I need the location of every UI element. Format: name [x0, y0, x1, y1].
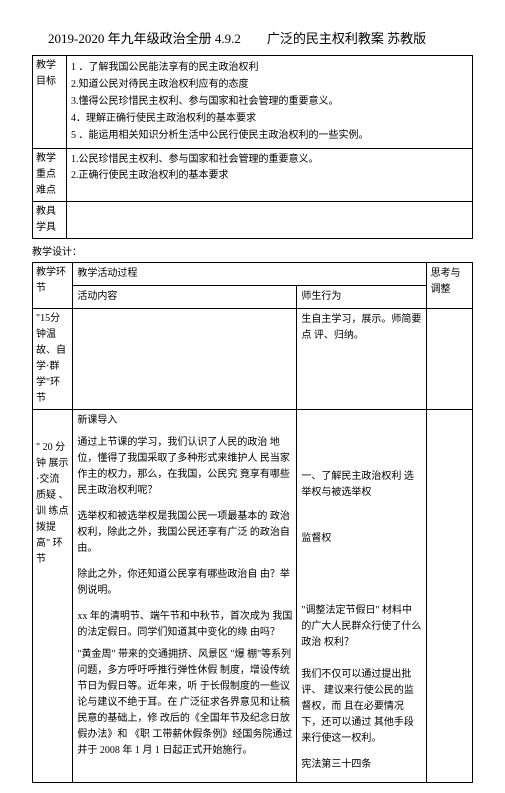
stage2-label: " 20 分钟 展示·交流 质疑 、训 练点拨提 高" 环节: [33, 410, 73, 783]
intro-p5a: xx 年的清明节、端午节和中秋节，首次成为 我国的法定假日。同学们知道其中变化的…: [77, 609, 292, 641]
goal-2: 2.知道公民对待民主政治权利应有的态度: [71, 77, 468, 93]
stage1-behavior: 生自主学习，展示。师简要点 评、归纳。: [297, 309, 426, 410]
intro-p3: 选举权和被选举权是我国公民一项最基本的 政治权利，除此之外，我国公民还享有广泛 …: [77, 509, 292, 557]
focus-2: 2.正确行使民主政治权利的基本要求: [71, 168, 468, 184]
design-label: 教学设计：: [32, 241, 473, 260]
goal-1: 1 ．了解我国公民能法享有的民主政治权利: [71, 60, 468, 76]
intro-p4: 除此之外，你还知道公民享有哪些政治自 由？举例说明。: [77, 567, 292, 599]
tools-content: [67, 202, 473, 239]
stage-header: 教学环节: [33, 263, 73, 309]
goals-content: 1 ．了解我国公民能法享有的民主政治权利 2.知道公民对待民主政治权利应有的态度…: [67, 56, 473, 149]
stage1-activity: [73, 309, 297, 410]
process-header: 教学活动过程: [73, 263, 426, 286]
focus-content: 1.公民珍惜民主权利、参与国家和社会管理的重要意义。 2.正确行使民主政治权利的…: [67, 149, 473, 202]
goals-label: 教学目标: [33, 56, 67, 149]
behavior-r5: 宪法第三十四条: [301, 757, 421, 773]
intro-p5b: "黄金周" 带来的交通拥挤、风景区 "爆 棚"等系列问题，多方呼吁呼推行弹性休假…: [77, 647, 292, 759]
behavior-r4: 我们不仅可以通过提出批评、 建议来行使公民的监督权，而 且在必要情况下，还可以通…: [301, 667, 421, 747]
goal-4: 4．理解正确行使民主政治权利的基本要求: [71, 111, 468, 127]
stage2-activity: 新课导入 通过上节课的学习，我们认识了人民的政治 地位，懂得了我国采取了多种形式…: [73, 410, 297, 783]
stage2-behavior: 一、了解民主政治权利 选举权与被选举权 监督权 "调整法定节假日" 材料中的广大…: [297, 410, 426, 783]
goal-5: 5 ．能运用相关知识分析生活中公民行使民主政治权利的一些实例。: [71, 128, 468, 144]
goal-3: 3.懂得公民珍惜民主权利、参与国家和社会管理的重要意义。: [71, 94, 468, 110]
focus-label: 教学重点难点: [33, 149, 67, 202]
activity-header: 活动内容: [73, 286, 297, 309]
goals-table: 教学目标 1 ．了解我国公民能法享有的民主政治权利 2.知道公民对待民主政治权利…: [32, 55, 473, 239]
behavior-r1: 一、了解民主政治权利 选举权与被选举权: [301, 469, 421, 501]
think-header: 思考与调整: [426, 263, 472, 309]
behavior-r2: 监督权: [301, 531, 421, 547]
design-table: 教学环节 教学活动过程 思考与调整 活动内容 师生行为 "15分钟温故、自学·群…: [32, 262, 473, 783]
stage1-think: [426, 309, 472, 410]
behavior-r3: "调整法定节假日" 材料中的广大人民群众行使了什么政治 权利？: [301, 603, 421, 651]
intro-p2: 通过上节课的学习，我们认识了人民的政治 地位，懂得了我国采取了多种形式来维护人 …: [77, 435, 292, 499]
tools-label: 教具学具: [33, 202, 67, 239]
intro-heading: 新课导入: [77, 413, 292, 429]
doc-title: 2019-2020 年九年级政治全册 4.9.2 广泛的民主权利教案 苏教版: [32, 28, 473, 47]
behavior-header: 师生行为: [297, 286, 426, 309]
focus-1: 1.公民珍惜民主权利、参与国家和社会管理的重要意义。: [71, 152, 468, 168]
stage1-label: "15分钟温故、自学·群学"环节: [33, 309, 73, 410]
stage2-think: [426, 410, 472, 783]
